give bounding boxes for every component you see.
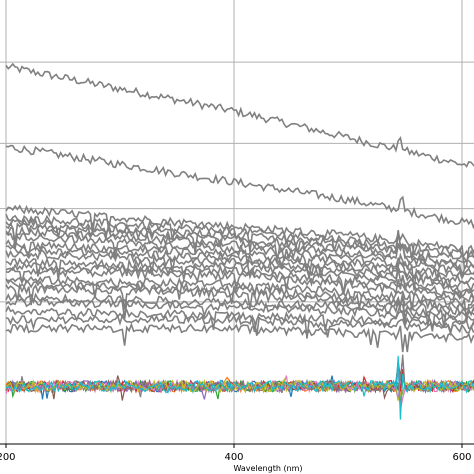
series-group: [5, 62, 474, 420]
gray-spectrum-line: [5, 297, 474, 332]
gray-spectrum-line: [5, 305, 474, 339]
x-tick-label: 400: [224, 452, 243, 463]
gray-spectrum-line: [5, 144, 474, 230]
x-tick-label: 200: [0, 452, 16, 463]
gray-spectrum-line: [5, 282, 474, 326]
x-axis-label: Wavelength (nm): [233, 464, 302, 473]
gray-spectrum-line: [5, 245, 474, 291]
gray-spectrum-line: [5, 231, 474, 280]
gray-spectrum-line: [5, 313, 474, 338]
gray-spectrum-line: [5, 249, 474, 293]
gray-spectrum-line: [5, 204, 474, 270]
x-tick-label: 600: [452, 452, 471, 463]
gray-spectrum-line: [5, 62, 474, 168]
gray-spectrum-line: [5, 275, 474, 323]
gray-spectrum-line: [5, 221, 474, 269]
gray-spectrum-line: [5, 256, 474, 301]
colored-residual-line: [5, 355, 474, 420]
gray-spectrum-line: [5, 292, 474, 328]
colored-residual-line: [5, 354, 474, 398]
gray-spectrum-line: [5, 322, 474, 353]
x-ticks: 200 400 600: [0, 444, 472, 463]
gray-spectrum-line: [5, 239, 474, 291]
gray-spectrum-line: [5, 225, 474, 278]
colored-residual-line: [5, 377, 474, 402]
gray-spectrum-line: [5, 266, 474, 304]
